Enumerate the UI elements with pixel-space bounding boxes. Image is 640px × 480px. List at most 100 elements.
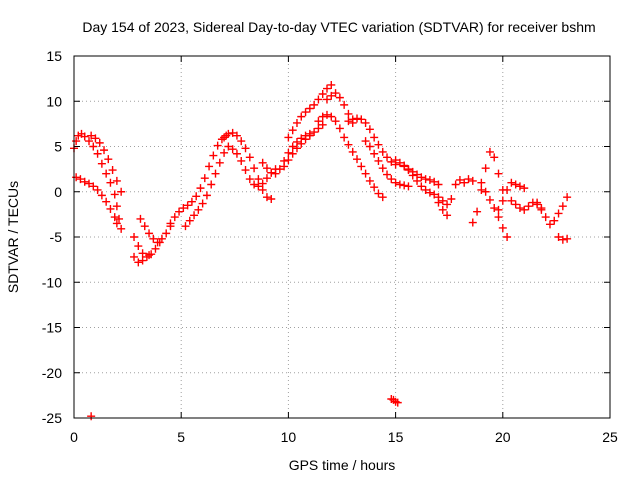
data-point [314, 95, 323, 104]
data-point [284, 133, 293, 142]
x-tick-label: 10 [281, 429, 297, 445]
data-point [558, 235, 567, 244]
x-axis-label: GPS time / hours [289, 457, 396, 473]
y-tick-label: -10 [42, 274, 62, 290]
data-point [288, 126, 297, 135]
data-point [348, 115, 357, 124]
data-point [554, 233, 563, 241]
data-point [262, 174, 271, 183]
data-point [97, 159, 106, 168]
series-track-24 [507, 196, 546, 214]
grid-lines [74, 56, 610, 418]
data-point [314, 124, 323, 133]
data-point [138, 249, 147, 258]
data-point [550, 216, 559, 225]
data-point [106, 204, 115, 213]
data-point [353, 114, 362, 123]
data-point [209, 151, 218, 160]
data-point [503, 233, 512, 241]
data-point [395, 158, 404, 167]
series-track-7 [166, 131, 231, 228]
data-point [374, 156, 383, 165]
data-point [361, 118, 370, 127]
data-point [361, 169, 370, 178]
data-point [175, 207, 184, 216]
data-point [318, 112, 327, 121]
x-tick-label: 0 [70, 429, 78, 445]
data-point [503, 185, 512, 194]
data-point [434, 180, 443, 189]
data-point [383, 153, 392, 162]
data-point [348, 147, 357, 156]
y-tick-label: -5 [50, 229, 63, 245]
data-point [262, 164, 271, 173]
series-track-4 [130, 233, 164, 261]
data-point [211, 169, 220, 178]
data-point [477, 185, 486, 194]
data-point [507, 178, 516, 187]
data-point [421, 185, 430, 194]
data-point [187, 197, 196, 206]
data-point [378, 193, 387, 202]
series-track-10 [224, 142, 280, 191]
data-point [181, 222, 190, 231]
data-point [451, 180, 460, 189]
data-point [262, 193, 271, 202]
data-point [117, 187, 126, 196]
data-point [112, 176, 121, 185]
data-point [434, 198, 443, 207]
data-point [344, 117, 353, 126]
data-point [200, 174, 209, 183]
data-point [395, 180, 404, 189]
series-track-17 [361, 137, 413, 191]
series-track-21 [468, 147, 507, 227]
data-point [511, 180, 520, 189]
data-point [215, 158, 224, 167]
data-point [117, 224, 126, 233]
data-point [498, 196, 507, 205]
data-point [413, 170, 422, 179]
data-point [237, 156, 246, 165]
data-point [250, 164, 259, 173]
data-point [241, 144, 250, 153]
data-point [145, 229, 154, 238]
data-point [258, 158, 267, 167]
data-point [365, 142, 374, 151]
data-point [374, 140, 383, 149]
data-point [102, 169, 111, 178]
data-point [537, 205, 546, 214]
data-point [498, 223, 507, 232]
data-point [205, 162, 214, 171]
series-track-2 [72, 173, 121, 228]
series-track-22 [477, 178, 512, 241]
data-point [237, 137, 246, 146]
data-point [357, 115, 366, 124]
series-track-9 [220, 128, 276, 203]
data-point [344, 109, 353, 118]
data-point [102, 197, 111, 206]
data-point [520, 205, 529, 214]
data-point [89, 182, 98, 191]
data-point [220, 148, 229, 157]
data-point [404, 165, 413, 174]
data-point [151, 244, 160, 253]
data-point [250, 180, 259, 189]
data-point [520, 184, 529, 193]
series-track-26 [554, 233, 572, 244]
data-point [340, 100, 349, 109]
data-point [202, 191, 211, 200]
y-tick-label: -25 [42, 410, 62, 426]
data-point [297, 112, 306, 121]
data-point [80, 177, 89, 186]
data-point [112, 202, 121, 211]
data-point [301, 108, 310, 117]
data-point [331, 117, 340, 126]
y-tick-label: 0 [54, 184, 62, 200]
data-point [468, 218, 477, 227]
data-point [400, 162, 409, 171]
data-point [417, 182, 426, 191]
data-point [417, 173, 426, 182]
data-point [110, 213, 119, 222]
data-point [404, 182, 413, 191]
data-point [292, 144, 301, 153]
